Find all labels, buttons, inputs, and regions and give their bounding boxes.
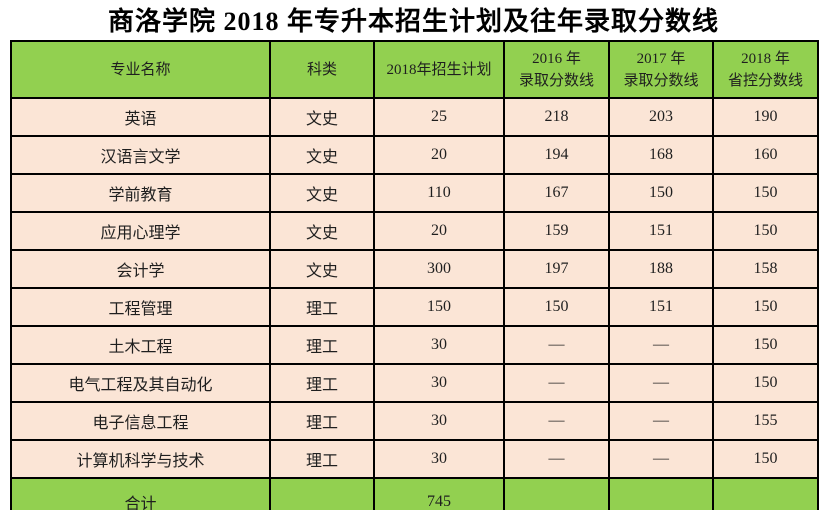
- total-row: 合计 745: [10, 477, 819, 510]
- score-2018-cell: 150: [712, 211, 819, 251]
- major-name-cell: 英语: [10, 97, 271, 137]
- score-2016-cell: 197: [503, 249, 610, 289]
- total-label-cell: 合计: [10, 477, 271, 510]
- table-row: 工程管理 理工 150 150 151 150: [10, 287, 819, 327]
- score-2018-cell: 160: [712, 135, 819, 175]
- col-header-score-2017-year: 2017 年: [636, 50, 686, 67]
- table-header: 专业名称 科类 2018年招生计划 2016 年 录取分数线 2017 年 录取…: [10, 40, 819, 99]
- score-2016-cell: 150: [503, 287, 610, 327]
- subject-category-cell: 文史: [269, 211, 375, 251]
- page-title: 商洛学院 2018 年专升本招生计划及往年录取分数线: [107, 7, 719, 36]
- table-row: 学前教育 文史 110 167 150 150: [10, 173, 819, 213]
- table-row: 会计学 文史 300 197 188 158: [10, 249, 819, 289]
- header-row: 专业名称 科类 2018年招生计划 2016 年 录取分数线 2017 年 录取…: [10, 40, 819, 99]
- plan-2018-cell: 300: [373, 249, 505, 289]
- subject-category-cell: 理工: [269, 287, 375, 327]
- major-name-cell: 电气工程及其自动化: [10, 363, 271, 403]
- table-row: 电子信息工程 理工 30— —155: [10, 401, 819, 441]
- col-header-score-2018-label: 省控分数线: [727, 72, 803, 89]
- score-2017-cell: 203: [608, 97, 714, 137]
- table-row: 计算机科学与技术 理工 30— —150: [10, 439, 819, 479]
- plan-2018-cell: 30: [373, 363, 505, 403]
- score-2018-cell: 190: [712, 97, 819, 137]
- score-2017-cell: 151: [608, 211, 714, 251]
- score-2018-cell: 150: [712, 439, 819, 479]
- score-2018-cell: 158: [712, 249, 819, 289]
- total-empty-cell: [269, 477, 375, 510]
- col-header-subject-category: 科类: [269, 40, 375, 99]
- score-2016-cell: —: [503, 401, 610, 441]
- plan-2018-cell: 20: [373, 135, 505, 175]
- score-2018-cell: 150: [712, 287, 819, 327]
- table-row: 汉语言文学 文史 20 194 168 160: [10, 135, 819, 175]
- major-name-cell: 土木工程: [10, 325, 271, 365]
- plan-2018-cell: 25: [373, 97, 505, 137]
- col-header-score-2017-label: 录取分数线: [623, 72, 699, 89]
- total-empty-cell: [608, 477, 714, 510]
- score-2018-cell: 150: [712, 173, 819, 213]
- subject-category-cell: 文史: [269, 97, 375, 137]
- subject-category-cell: 理工: [269, 401, 375, 441]
- col-header-score-2018-year: 2018 年: [741, 50, 790, 67]
- score-2017-cell: —: [608, 325, 714, 365]
- score-2016-cell: 218: [503, 97, 610, 137]
- col-header-major-name: 专业名称: [10, 40, 271, 99]
- total-empty-cell: [712, 477, 819, 510]
- score-2018-cell: 155: [712, 401, 819, 441]
- subject-category-cell: 文史: [269, 173, 375, 213]
- subject-category-cell: 理工: [269, 325, 375, 365]
- major-name-cell: 计算机科学与技术: [10, 439, 271, 479]
- major-name-cell: 电子信息工程: [10, 401, 271, 441]
- score-2016-cell: —: [503, 363, 610, 403]
- score-2016-cell: 159: [503, 211, 610, 251]
- total-plan-cell: 745: [373, 477, 505, 510]
- score-2016-cell: 167: [503, 173, 610, 213]
- plan-2018-cell: 30: [373, 325, 505, 365]
- plan-2018-cell: 20: [373, 211, 505, 251]
- score-2016-cell: 194: [503, 135, 610, 175]
- score-2018-cell: 150: [712, 363, 819, 403]
- table-row: 电气工程及其自动化 理工 30— —150: [10, 363, 819, 403]
- score-2017-cell: —: [608, 363, 714, 403]
- score-2017-cell: 188: [608, 249, 714, 289]
- subject-category-cell: 文史: [269, 249, 375, 289]
- col-header-score-2016: 2016 年 录取分数线: [503, 40, 610, 99]
- major-name-cell: 学前教育: [10, 173, 271, 213]
- score-2017-cell: —: [608, 401, 714, 441]
- subject-category-cell: 理工: [269, 439, 375, 479]
- col-header-score-2016-label: 录取分数线: [518, 72, 594, 89]
- subject-category-cell: 文史: [269, 135, 375, 175]
- score-2017-cell: 151: [608, 287, 714, 327]
- col-header-score-2018: 2018 年 省控分数线: [712, 40, 819, 99]
- score-2017-cell: 168: [608, 135, 714, 175]
- score-2016-cell: —: [503, 325, 610, 365]
- major-name-cell: 汉语言文学: [10, 135, 271, 175]
- score-2016-cell: —: [503, 439, 610, 479]
- plan-2018-cell: 150: [373, 287, 505, 327]
- table-row: 应用心理学 文史 20 159 151 150: [10, 211, 819, 251]
- admission-plan-table: 专业名称 科类 2018年招生计划 2016 年 录取分数线 2017 年 录取…: [10, 40, 819, 510]
- col-header-plan-2018: 2018年招生计划: [373, 40, 505, 99]
- plan-2018-cell: 30: [373, 439, 505, 479]
- plan-2018-cell: 110: [373, 173, 505, 213]
- table-row: 英语 文史 25 218 203 190: [10, 97, 819, 137]
- table-row: 土木工程 理工 30— —150: [10, 325, 819, 365]
- score-2017-cell: 150: [608, 173, 714, 213]
- subject-category-cell: 理工: [269, 363, 375, 403]
- plan-2018-cell: 30: [373, 401, 505, 441]
- score-2017-cell: —: [608, 439, 714, 479]
- col-header-score-2017: 2017 年 录取分数线: [608, 40, 714, 99]
- col-header-score-2016-year: 2016 年: [532, 50, 581, 67]
- major-name-cell: 工程管理: [10, 287, 271, 327]
- total-empty-cell: [503, 477, 610, 510]
- table-footer: 合计 745: [10, 477, 819, 510]
- major-name-cell: 会计学: [10, 249, 271, 289]
- major-name-cell: 应用心理学: [10, 211, 271, 251]
- table-body: 英语 文史 25 218 203 190 汉语言文学 文史 20 194 168 160 学前教育 文史 1…: [10, 97, 819, 479]
- score-2018-cell: 150: [712, 325, 819, 365]
